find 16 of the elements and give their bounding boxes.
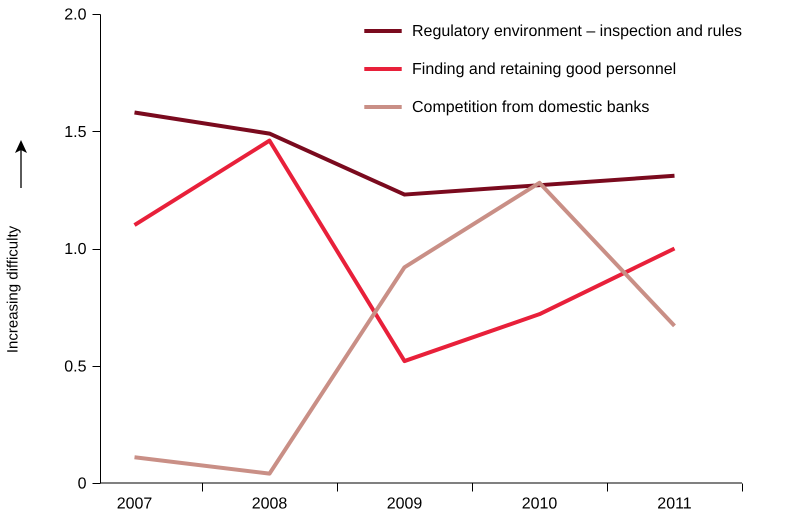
x-tick-label: 2011 [657,496,692,512]
y-tick-label: 1.5 [64,124,87,141]
y-tick-label: 0.5 [64,358,87,376]
y-tick-label: 0 [78,476,87,492]
x-tick-label: 2009 [386,496,422,512]
y-tick-label: 1.0 [64,241,87,258]
line-series [132,180,676,476]
legend-label: Regulatory environment – inspection and rules [412,23,742,40]
legend-label: Finding and retaining good personnel [412,61,676,78]
x-tick-label: 2010 [522,496,558,512]
legend-label: Competition from domestic banks [412,99,650,116]
y-tick-label: 2.0 [64,6,87,24]
line-series [132,138,676,364]
x-tick-label: 2008 [252,496,288,512]
x-tick-label: 2007 [116,496,152,512]
y-axis-title: Increasing difficulty [4,225,22,354]
